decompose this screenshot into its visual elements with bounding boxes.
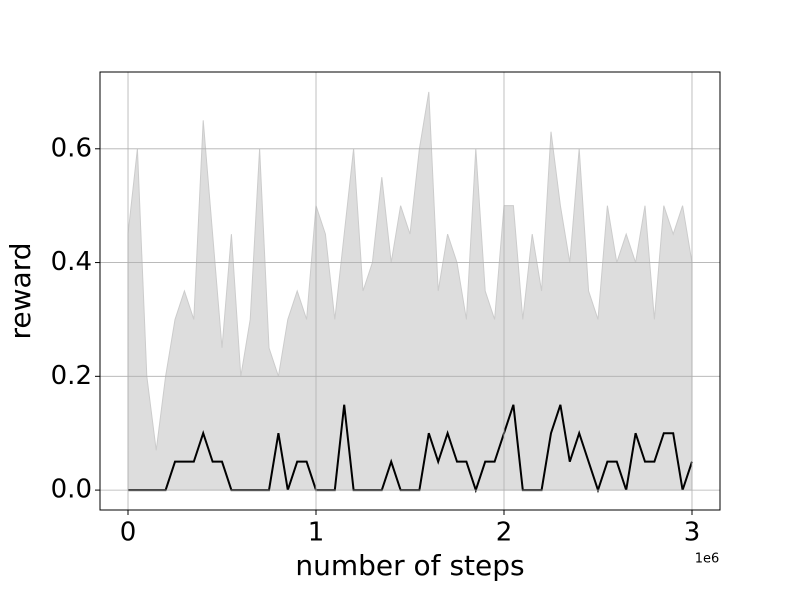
- x-tick-label: 1: [308, 518, 325, 548]
- x-tick-label: 2: [496, 518, 513, 548]
- y-tick-label: 0.2: [51, 361, 92, 391]
- y-tick-label: 0.6: [51, 133, 92, 163]
- x-tick-label: 3: [684, 518, 701, 548]
- y-tick-label: 0.0: [51, 475, 92, 505]
- x-axis-label: number of steps: [295, 549, 524, 582]
- x-tick-label: 0: [120, 518, 137, 548]
- x-offset-label: 1e6: [695, 552, 720, 567]
- area: [127, 91, 693, 491]
- y-axis-label: reward: [4, 243, 37, 340]
- y-tick-label: 0.4: [51, 247, 92, 277]
- plot-frame: [99, 71, 721, 511]
